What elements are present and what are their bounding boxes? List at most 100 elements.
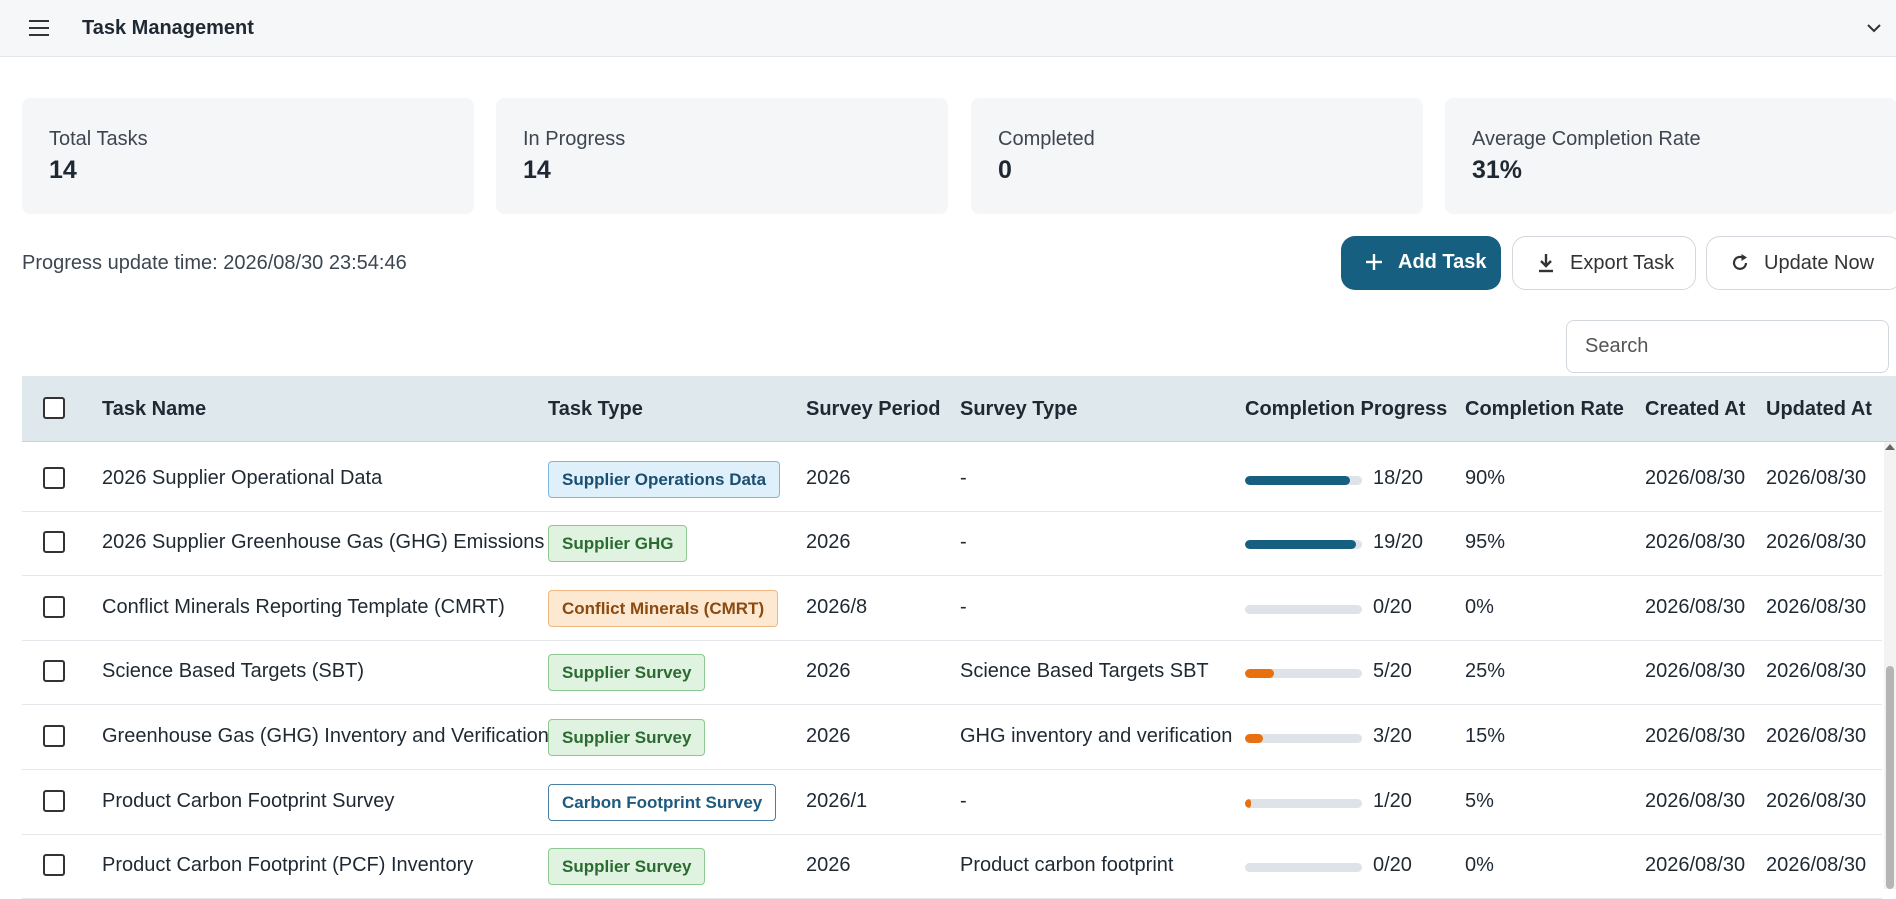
row-checkbox[interactable] xyxy=(43,790,65,812)
survey-period: 2026 xyxy=(806,725,851,747)
completion-progress-text: 19/20 xyxy=(1373,531,1424,553)
table-row[interactable]: Product Carbon Footprint Survey Carbon Fo… xyxy=(22,771,1882,835)
completion-rate: 0% xyxy=(1465,854,1494,876)
survey-type: GHG inventory and verification xyxy=(960,725,1233,747)
completion-rate: 5% xyxy=(1465,790,1494,812)
completion-rate: 25% xyxy=(1465,660,1506,682)
table-row[interactable]: 2026 Supplier Greenhouse Gas (GHG) Emiss… xyxy=(22,512,1882,576)
completion-progress-fill xyxy=(1245,540,1357,549)
update-now-button[interactable]: Update Now xyxy=(1706,236,1896,290)
completion-progress-text: 0/20 xyxy=(1373,854,1412,876)
column-header-survey-period[interactable]: Survey Period xyxy=(806,398,941,420)
row-checkbox[interactable] xyxy=(43,467,65,489)
page-title: Task Management xyxy=(82,17,254,39)
created-at: 2026/08/30 xyxy=(1645,854,1746,876)
completion-progress-text: 3/20 xyxy=(1373,725,1412,747)
search-input[interactable] xyxy=(1566,320,1889,373)
table-scrollbar[interactable] xyxy=(1884,442,1896,889)
completion-progress-bar xyxy=(1245,540,1362,549)
row-checkbox[interactable] xyxy=(43,854,65,876)
task-name[interactable]: 2026 Supplier Operational Data xyxy=(102,467,383,489)
updated-at: 2026/08/30 xyxy=(1766,467,1867,489)
task-name[interactable]: 2026 Supplier Greenhouse Gas (GHG) Emiss… xyxy=(102,531,545,553)
scroll-up-arrow-icon[interactable] xyxy=(1885,444,1895,450)
stat-value: 14 xyxy=(49,156,77,184)
task-type-badge: Supplier Survey xyxy=(548,719,706,756)
select-all-checkbox[interactable] xyxy=(43,397,65,419)
survey-period: 2026 xyxy=(806,660,851,682)
row-checkbox[interactable] xyxy=(43,596,65,618)
row-checkbox[interactable] xyxy=(43,531,65,553)
task-type-badge: Supplier Survey xyxy=(548,654,706,691)
created-at: 2026/08/30 xyxy=(1645,660,1746,682)
created-at: 2026/08/30 xyxy=(1645,790,1746,812)
chevron-down-icon[interactable] xyxy=(1864,18,1884,38)
survey-type: Science Based Targets SBT xyxy=(960,660,1209,682)
refresh-icon xyxy=(1732,254,1748,270)
table-row[interactable]: Greenhouse Gas (GHG) Inventory and Verif… xyxy=(22,706,1882,770)
updated-at: 2026/08/30 xyxy=(1766,854,1867,876)
task-type-badge: Carbon Footprint Survey xyxy=(548,784,777,821)
completion-progress-text: 5/20 xyxy=(1373,660,1412,682)
column-header-completion-rate[interactable]: Completion Rate xyxy=(1465,398,1624,420)
task-type-badge: Supplier GHG xyxy=(548,525,688,562)
top-bar: Task Management xyxy=(0,0,1896,57)
column-header-updated-at[interactable]: Updated At xyxy=(1766,398,1872,420)
stat-card-in-progress: In Progress 14 xyxy=(496,98,948,214)
row-checkbox[interactable] xyxy=(43,660,65,682)
stat-value: 31% xyxy=(1472,156,1523,184)
stat-card-completed: Completed 0 xyxy=(971,98,1423,214)
completion-rate: 0% xyxy=(1465,596,1494,618)
column-header-completion-progress[interactable]: Completion Progress xyxy=(1245,398,1448,420)
task-type-badge: Supplier Survey xyxy=(548,848,706,885)
column-header-survey-type[interactable]: Survey Type xyxy=(960,398,1078,420)
export-task-button[interactable]: Export Task xyxy=(1512,236,1696,290)
stat-card-total: Total Tasks 14 xyxy=(22,98,474,214)
menu-icon[interactable] xyxy=(27,18,51,38)
table-row[interactable]: Product Carbon Footprint (PCF) Inventory… xyxy=(22,835,1882,899)
progress-update-time: Progress update time: 2026/08/30 23:54:4… xyxy=(22,252,407,274)
task-name[interactable]: Product Carbon Footprint Survey xyxy=(102,790,395,812)
survey-type: - xyxy=(960,467,967,489)
task-name[interactable]: Product Carbon Footprint (PCF) Inventory xyxy=(102,854,474,876)
task-name[interactable]: Science Based Targets (SBT) xyxy=(102,660,364,682)
completion-rate: 95% xyxy=(1465,531,1506,553)
table-row[interactable]: 2026 Supplier Operational Data Supplier O… xyxy=(22,448,1882,512)
completion-progress-bar xyxy=(1245,799,1362,808)
survey-period: 2026 xyxy=(806,854,851,876)
task-name[interactable]: Greenhouse Gas (GHG) Inventory and Verif… xyxy=(102,725,549,747)
completion-progress-text: 0/20 xyxy=(1373,596,1412,618)
table-row[interactable]: Science Based Targets (SBT) Supplier Surv… xyxy=(22,641,1882,705)
completion-progress-bar xyxy=(1245,734,1362,743)
completion-progress-bar xyxy=(1245,605,1362,614)
survey-type: - xyxy=(960,596,967,618)
update-now-label: Update Now xyxy=(1764,252,1875,274)
stat-label: Average Completion Rate xyxy=(1472,128,1701,150)
add-task-button[interactable]: Add Task xyxy=(1341,236,1501,290)
scroll-thumb[interactable] xyxy=(1886,666,1894,889)
task-name[interactable]: Conflict Minerals Reporting Template (CM… xyxy=(102,596,505,618)
survey-type: - xyxy=(960,790,967,812)
completion-progress-bar xyxy=(1245,669,1362,678)
stat-label: Total Tasks xyxy=(49,128,148,150)
column-header-task-type[interactable]: Task Type xyxy=(548,398,643,420)
column-header-task-name[interactable]: Task Name xyxy=(102,398,207,420)
survey-type: Product carbon footprint xyxy=(960,854,1174,876)
task-type-badge: Conflict Minerals (CMRT) xyxy=(548,590,779,627)
download-icon xyxy=(1539,254,1553,273)
completion-rate: 90% xyxy=(1465,467,1506,489)
table-row[interactable]: Conflict Minerals Reporting Template (CM… xyxy=(22,577,1882,641)
created-at: 2026/08/30 xyxy=(1645,531,1746,553)
export-task-label: Export Task xyxy=(1570,252,1675,274)
created-at: 2026/08/30 xyxy=(1645,725,1746,747)
row-checkbox[interactable] xyxy=(43,725,65,747)
completion-progress-fill xyxy=(1245,734,1263,743)
completion-progress-text: 18/20 xyxy=(1373,467,1424,489)
completion-progress-text: 1/20 xyxy=(1373,790,1412,812)
column-header-created-at[interactable]: Created At xyxy=(1645,398,1746,420)
survey-type: - xyxy=(960,531,967,553)
updated-at: 2026/08/30 xyxy=(1766,531,1867,553)
updated-at: 2026/08/30 xyxy=(1766,790,1867,812)
stat-label: Completed xyxy=(998,128,1095,150)
stat-label: In Progress xyxy=(523,128,626,150)
